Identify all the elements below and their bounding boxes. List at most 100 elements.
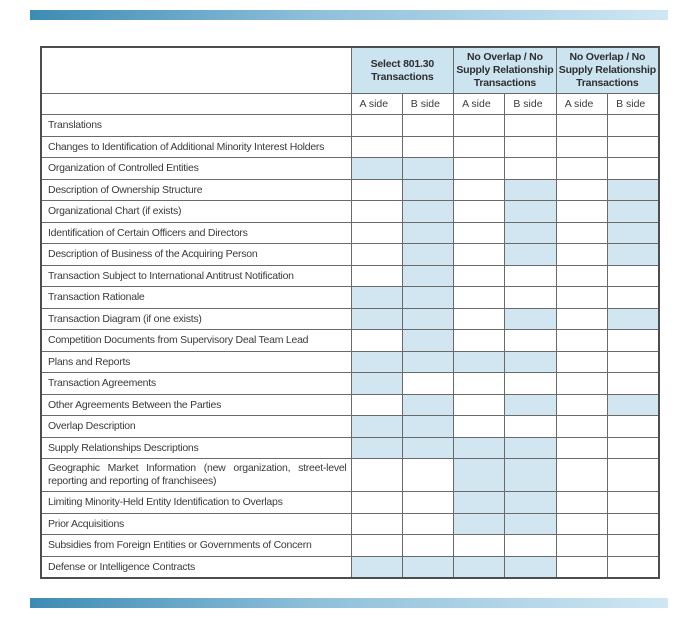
row-label: Organizational Chart (if exists) <box>40 200 352 223</box>
empty-cell <box>555 243 609 266</box>
table-row: Changes to Identification of Additional … <box>40 135 660 158</box>
row-label: Transaction Rationale <box>40 286 352 309</box>
side-header-b3: B side <box>607 93 660 115</box>
empty-cell <box>350 264 403 287</box>
row-label: Identification of Certain Officers and D… <box>40 221 352 244</box>
row-label: Prior Acquisitions <box>40 512 352 535</box>
empty-cell <box>453 200 506 223</box>
corner-cell <box>40 46 352 94</box>
shaded-cell <box>504 512 557 535</box>
shaded-cell <box>504 243 557 266</box>
table-row: Other Agreements Between the Parties <box>40 393 660 416</box>
empty-cell <box>401 135 455 158</box>
empty-cell <box>453 157 506 180</box>
empty-cell <box>607 114 660 137</box>
side-header-row: A side B side A side B side A side B sid… <box>40 93 660 115</box>
group-header-select-801-30: Select 801.30 Transactions <box>350 46 455 94</box>
side-header-b1: B side <box>401 93 455 115</box>
table-row: Organizational Chart (if exists) <box>40 200 660 223</box>
corner-cell-blank <box>40 93 352 115</box>
table-row: Transaction Diagram (if one exists) <box>40 307 660 330</box>
empty-cell <box>504 157 557 180</box>
group-header-no-overlap-1: No Overlap / No Supply Relationship Tran… <box>453 46 557 94</box>
row-label: Subsidies from Foreign Entities or Gover… <box>40 534 352 557</box>
table-row: Overlap Description <box>40 415 660 438</box>
empty-cell <box>453 178 506 201</box>
empty-cell <box>555 491 609 514</box>
empty-cell <box>453 307 506 330</box>
shaded-cell <box>401 393 455 416</box>
shaded-cell <box>350 157 403 180</box>
empty-cell <box>555 350 609 373</box>
shaded-cell <box>504 555 557 579</box>
row-label: Geographic Market Information (new organ… <box>40 458 352 492</box>
empty-cell <box>607 458 660 492</box>
empty-cell <box>453 286 506 309</box>
row-label: Changes to Identification of Additional … <box>40 135 352 158</box>
table-row: Description of Ownership Structure <box>40 178 660 201</box>
shaded-cell <box>607 178 660 201</box>
empty-cell <box>453 221 506 244</box>
shaded-cell <box>350 415 403 438</box>
table-row: Defense or Intelligence Contracts <box>40 555 660 579</box>
row-label: Limiting Minority-Held Entity Identifica… <box>40 491 352 514</box>
empty-cell <box>555 372 609 395</box>
empty-cell <box>453 135 506 158</box>
shaded-cell <box>401 436 455 459</box>
empty-cell <box>401 114 455 137</box>
shaded-cell <box>401 555 455 579</box>
empty-cell <box>555 512 609 535</box>
shaded-cell <box>401 178 455 201</box>
bottom-accent-bar <box>30 598 668 608</box>
table-row: Subsidies from Foreign Entities or Gover… <box>40 534 660 557</box>
shaded-cell <box>504 178 557 201</box>
empty-cell <box>504 329 557 352</box>
empty-cell <box>453 415 506 438</box>
shaded-cell <box>401 157 455 180</box>
empty-cell <box>555 221 609 244</box>
empty-cell <box>555 178 609 201</box>
empty-cell <box>350 393 403 416</box>
empty-cell <box>504 135 557 158</box>
row-label: Organization of Controlled Entities <box>40 157 352 180</box>
shaded-cell <box>453 458 506 492</box>
shaded-cell <box>350 436 403 459</box>
empty-cell <box>504 372 557 395</box>
row-label: Transaction Subject to International Ant… <box>40 264 352 287</box>
empty-cell <box>350 243 403 266</box>
requirements-comparison-table: Select 801.30 Transactions No Overlap / … <box>40 46 660 579</box>
row-label: Competition Documents from Supervisory D… <box>40 329 352 352</box>
empty-cell <box>555 114 609 137</box>
row-label: Overlap Description <box>40 415 352 438</box>
shaded-cell <box>401 286 455 309</box>
row-label: Transaction Diagram (if one exists) <box>40 307 352 330</box>
empty-cell <box>607 135 660 158</box>
shaded-cell <box>350 307 403 330</box>
empty-cell <box>350 512 403 535</box>
side-header-a3: A side <box>555 93 609 115</box>
table-row: Prior Acquisitions <box>40 512 660 535</box>
empty-cell <box>504 264 557 287</box>
table-body: Translations Changes to Identification of… <box>40 114 660 579</box>
shaded-cell <box>453 350 506 373</box>
empty-cell <box>350 221 403 244</box>
empty-cell <box>555 393 609 416</box>
shaded-cell <box>504 458 557 492</box>
shaded-cell <box>453 436 506 459</box>
group-header-no-overlap-2: No Overlap / No Supply Relationship Tran… <box>555 46 660 94</box>
shaded-cell <box>504 200 557 223</box>
empty-cell <box>555 534 609 557</box>
shaded-cell <box>504 436 557 459</box>
table-row: Competition Documents from Supervisory D… <box>40 329 660 352</box>
empty-cell <box>555 200 609 223</box>
shaded-cell <box>607 393 660 416</box>
empty-cell <box>555 555 609 579</box>
empty-cell <box>555 458 609 492</box>
table-row: Supply Relationships Descriptions <box>40 436 660 459</box>
row-label: Description of Ownership Structure <box>40 178 352 201</box>
empty-cell <box>607 436 660 459</box>
table-row: Organization of Controlled Entities <box>40 157 660 180</box>
table-row: Description of Business of the Acquiring… <box>40 243 660 266</box>
shaded-cell <box>401 415 455 438</box>
empty-cell <box>350 534 403 557</box>
